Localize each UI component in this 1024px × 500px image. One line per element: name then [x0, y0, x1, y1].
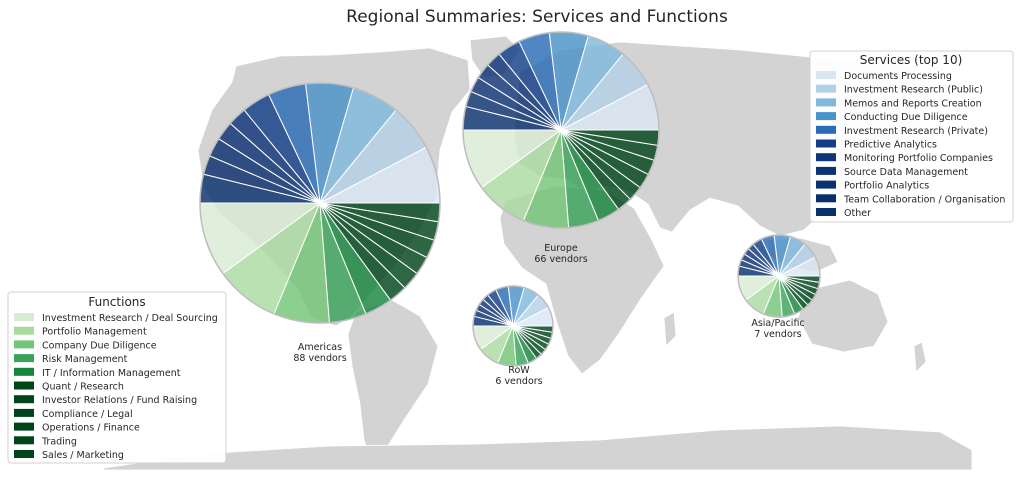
functions-legend-label-operations-finance: Operations / Finance — [42, 423, 140, 434]
functions-legend-swatch-sales-marketing — [14, 450, 34, 458]
functions-legend-swatch-investment-research-deal-sourcing — [14, 313, 34, 321]
services-legend-swatch-documents-processing — [816, 71, 836, 79]
region-vendors-row: 6 vendors — [495, 376, 542, 387]
functions-legend-label-company-due-diligence: Company Due Diligence — [42, 340, 157, 351]
services-legend-swatch-monitoring-portfolio-companies — [816, 153, 836, 162]
services-legend-label-predictive-analytics: Predictive Analytics — [844, 140, 937, 151]
services-legend-swatch-other — [816, 208, 836, 216]
functions-legend-title: Functions — [88, 295, 145, 309]
services-legend-frame — [809, 50, 1014, 223]
services-legend-swatch-team-collaboration-organisation — [816, 194, 836, 203]
services-legend-swatch-memos-and-reports-creation — [816, 98, 836, 107]
region-name-row: RoW — [508, 365, 530, 376]
pie-americas-outline — [199, 82, 441, 324]
services-legend-swatch-conducting-due-diligence — [816, 112, 836, 121]
functions-legend-label-investment-research-deal-sourcing: Investment Research / Deal Sourcing — [42, 313, 218, 324]
functions-legend-label-sales-marketing: Sales / Marketing — [42, 450, 124, 461]
pie-asia-pacific — [737, 234, 821, 318]
services-legend-label-monitoring-portfolio-companies: Monitoring Portfolio Companies — [844, 153, 993, 164]
region-vendors-asia-pacific: 7 vendors — [754, 329, 801, 340]
functions-legend-swatch-company-due-diligence — [14, 340, 34, 349]
services-legend-swatch-investment-research-private — [816, 125, 836, 134]
region-name-europe: Europe — [544, 243, 578, 254]
functions-legend-swatch-investor-relations-fund-raising — [14, 395, 34, 404]
pie-row — [472, 285, 554, 367]
functions-legend-label-compliance-legal: Compliance / Legal — [42, 409, 133, 420]
functions-legend-swatch-risk-management — [14, 354, 34, 363]
map-antarctica — [103, 425, 973, 471]
services-legend-swatch-investment-research-public — [816, 84, 836, 93]
chart-title: Regional Summaries: Services and Functio… — [346, 7, 728, 27]
functions-legend-label-trading: Trading — [41, 436, 77, 447]
map-south-america — [347, 299, 439, 463]
services-legend-label-source-data-management: Source Data Management — [844, 167, 968, 178]
functions-legend-label-portfolio-management: Portfolio Management — [42, 327, 147, 338]
functions-legend-frame — [7, 291, 227, 464]
functions-legend-label-risk-management: Risk Management — [42, 354, 128, 365]
functions-legend-swatch-portfolio-management — [14, 326, 34, 335]
pie-row-outline — [472, 285, 554, 367]
pie-asia-pacific-outline — [737, 234, 821, 318]
services-legend-title: Services (top 10) — [860, 53, 963, 67]
services-legend-label-conducting-due-diligence: Conducting Due Diligence — [844, 112, 968, 123]
functions-legend: Functions Investment Research / Deal Sou… — [7, 291, 227, 464]
region-name-americas: Americas — [298, 342, 342, 353]
services-legend-label-investment-research-private: Investment Research (Private) — [844, 126, 988, 137]
pie-europe-outline — [462, 31, 660, 229]
services-legend-label-portfolio-analytics: Portfolio Analytics — [844, 181, 929, 192]
region-name-asia-pacific: Asia/Pacific — [751, 318, 804, 329]
functions-legend-swatch-compliance-legal — [14, 408, 34, 417]
functions-legend-swatch-quant-research — [14, 381, 34, 390]
functions-legend-label-investor-relations-fund-raising: Investor Relations / Fund Raising — [42, 395, 197, 406]
region-vendors-europe: 66 vendors — [534, 254, 587, 265]
region-vendors-americas: 88 vendors — [293, 353, 346, 364]
pies — [199, 31, 821, 367]
services-legend-label-other: Other — [844, 208, 871, 219]
map-australia — [797, 279, 889, 353]
functions-legend-swatch-trading — [14, 436, 34, 445]
services-legend-label-documents-processing: Documents Processing — [844, 71, 952, 82]
services-legend-swatch-predictive-analytics — [816, 139, 836, 148]
map-madagascar — [663, 311, 677, 347]
services-legend: Services (top 10) Documents Processing In… — [809, 50, 1014, 223]
services-legend-label-investment-research-public: Investment Research (Public) — [844, 85, 983, 96]
functions-legend-swatch-it-information-management — [14, 367, 34, 376]
map-new-zealand — [913, 341, 927, 373]
services-legend-label-memos-and-reports-creation: Memos and Reports Creation — [844, 98, 982, 109]
services-legend-label-team-collaboration-organisation: Team Collaboration / Organisation — [843, 194, 1005, 205]
services-legend-swatch-portfolio-analytics — [816, 180, 836, 189]
functions-legend-swatch-operations-finance — [14, 422, 34, 431]
functions-legend-label-quant-research: Quant / Research — [42, 382, 124, 393]
services-legend-swatch-source-data-management — [816, 166, 836, 175]
pie-americas — [199, 82, 441, 324]
functions-legend-label-it-information-management: IT / Information Management — [42, 368, 181, 379]
pie-europe — [462, 31, 660, 229]
